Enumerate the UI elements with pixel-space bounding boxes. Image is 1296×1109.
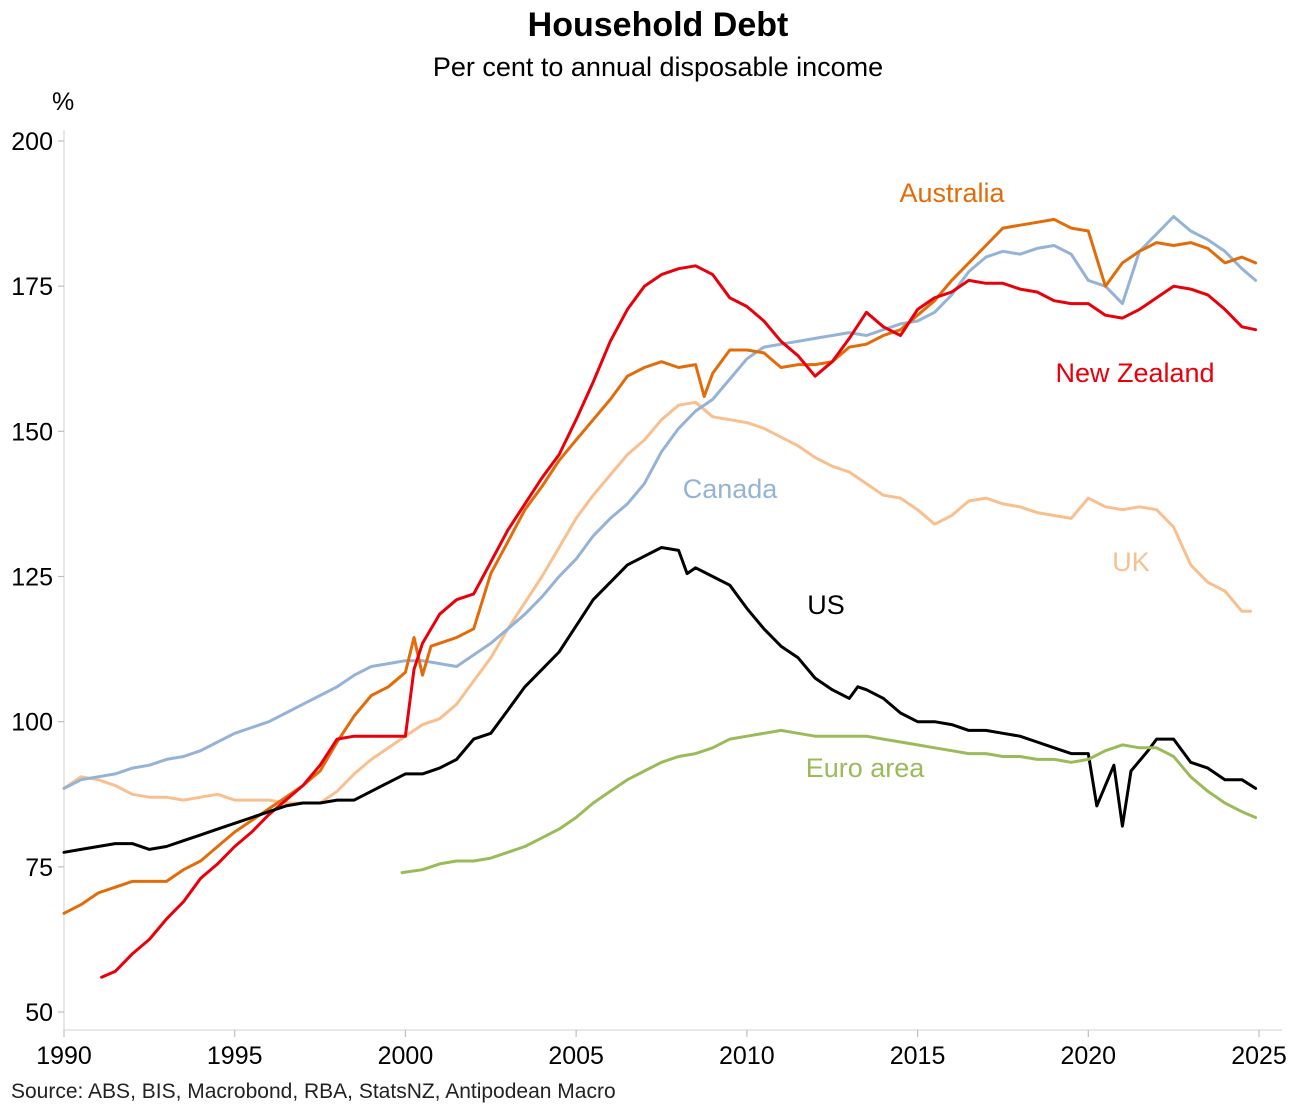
y-tick-label: 100 xyxy=(11,709,53,737)
x-axis-ticks: 1990 1995 2000 2005 2010 2015 2020 2025 xyxy=(36,1030,1287,1070)
x-tick-label: 2025 xyxy=(1231,1042,1287,1070)
y-tick-label: 175 xyxy=(11,273,53,301)
y-axis-unit: % xyxy=(52,88,75,116)
y-tick-label: 125 xyxy=(11,564,53,592)
series-line-new-zealand xyxy=(100,264,1258,979)
series-label-us: US xyxy=(807,590,845,620)
series-label-canada: Canada xyxy=(683,474,779,504)
x-tick-label: 2000 xyxy=(378,1042,434,1070)
y-tick-label: 200 xyxy=(11,128,53,156)
series-lines xyxy=(62,215,1258,979)
series-label-australia: Australia xyxy=(899,178,1005,208)
series-line-euro-area xyxy=(400,728,1258,875)
x-tick-label: 1990 xyxy=(36,1042,92,1070)
series-line-canada xyxy=(62,215,1258,790)
source-note: Source: ABS, BIS, Macrobond, RBA, StatsN… xyxy=(11,1080,616,1103)
x-tick-label: 2010 xyxy=(719,1042,775,1070)
y-axis-ticks: 50 75 100 125 150 175 200 xyxy=(11,128,64,1027)
y-tick-label: 50 xyxy=(25,999,53,1027)
series-label-euro-area: Euro area xyxy=(806,753,926,783)
x-tick-label: 2005 xyxy=(548,1042,604,1070)
chart-subtitle: Per cent to annual disposable income xyxy=(432,52,884,82)
y-tick-label: 75 xyxy=(25,854,53,882)
chart-title: Household Debt xyxy=(527,6,789,44)
x-tick-label: 1995 xyxy=(207,1042,263,1070)
x-tick-label: 2015 xyxy=(890,1042,946,1070)
y-tick-label: 150 xyxy=(11,418,53,446)
series-label-new-zealand: New Zealand xyxy=(1055,358,1214,388)
series-label-uk: UK xyxy=(1112,547,1150,577)
x-tick-label: 2020 xyxy=(1060,1042,1116,1070)
series-line-us xyxy=(62,546,1258,854)
series-line-australia xyxy=(62,217,1258,915)
series-labels: Australia New Zealand Canada UK US Euro area xyxy=(683,178,1215,783)
series-line-uk xyxy=(62,400,1252,805)
